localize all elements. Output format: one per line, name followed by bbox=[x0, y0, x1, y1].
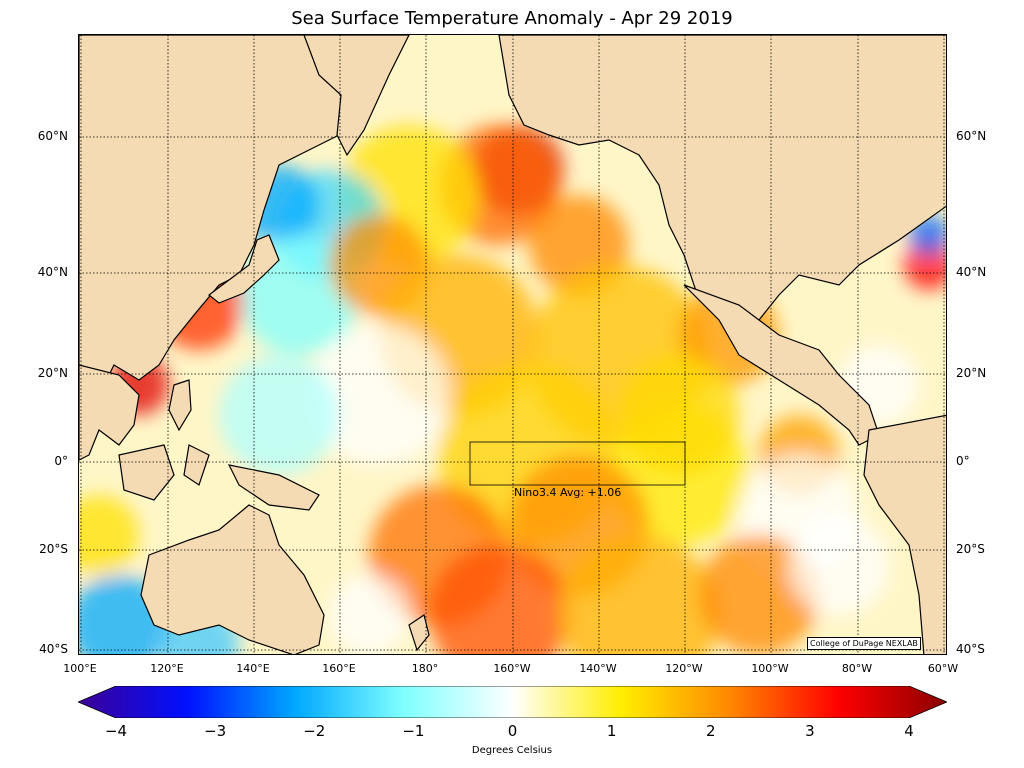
latitude-label-left: 40°N bbox=[37, 265, 68, 279]
latitude-label-right: 40°N bbox=[956, 265, 987, 279]
colorbar-tick-label: −1 bbox=[402, 722, 425, 740]
land-masses bbox=[79, 35, 946, 654]
longitude-label: 120°E bbox=[150, 662, 184, 675]
latitude-label-left: 20°S bbox=[39, 542, 68, 556]
borneo-indonesia bbox=[118, 444, 210, 501]
map-canvas bbox=[79, 35, 946, 654]
nino34-label: Nino3.4 Avg: +1.06 bbox=[514, 486, 622, 499]
longitude-label: 180° bbox=[411, 662, 439, 675]
latitude-label-right: 20°S bbox=[956, 542, 985, 556]
colorbar-tick-label: 4 bbox=[904, 722, 914, 740]
colorbar-tick-label: 0 bbox=[507, 722, 518, 740]
credit-label: College of DuPage NEXLAB bbox=[807, 637, 921, 650]
colorbar-tick-label: 1 bbox=[606, 722, 617, 740]
philippines bbox=[168, 379, 192, 432]
longitude-label: 160°E bbox=[322, 662, 356, 675]
southeast-asia bbox=[79, 364, 140, 461]
japan-islands bbox=[208, 234, 280, 304]
longitude-label: 100°W bbox=[751, 662, 789, 675]
longitude-label: 100°E bbox=[63, 662, 97, 675]
colorbar-tick-label: −4 bbox=[104, 722, 128, 740]
graticule bbox=[79, 35, 946, 654]
latitude-label-left: 0° bbox=[54, 454, 68, 468]
new-guinea bbox=[227, 464, 320, 511]
colorbar bbox=[78, 686, 947, 718]
colorbar-tick-label: 3 bbox=[805, 722, 815, 740]
latitude-label-right: 20°N bbox=[956, 366, 987, 380]
longitude-label: 60°W bbox=[927, 662, 959, 675]
new-zealand bbox=[408, 614, 430, 652]
australia bbox=[140, 504, 325, 654]
longitude-label: 120°W bbox=[665, 662, 703, 675]
longitude-label: 80°W bbox=[841, 662, 873, 675]
nino34-box bbox=[469, 441, 686, 486]
latitude-label-right: 0° bbox=[956, 454, 970, 468]
longitude-label: 140°E bbox=[236, 662, 270, 675]
latitude-label-left: 20°N bbox=[37, 366, 68, 380]
latitude-label-right: 40°S bbox=[956, 642, 985, 656]
south-america bbox=[863, 414, 946, 654]
colorbar-tick-label: 2 bbox=[705, 722, 716, 740]
map-title: Sea Surface Temperature Anomaly - Apr 29… bbox=[291, 8, 733, 29]
latitude-label-left: 60°N bbox=[37, 129, 68, 143]
colorbar-tick-label: −2 bbox=[303, 722, 326, 740]
colorbar-label: Degrees Celsius bbox=[471, 745, 553, 756]
latitude-label-right: 60°N bbox=[956, 129, 987, 143]
sst-anomaly-map[interactable] bbox=[78, 34, 947, 655]
latitude-label-left: 40°S bbox=[39, 642, 68, 656]
longitude-label: 140°W bbox=[579, 662, 617, 675]
longitude-label: 160°W bbox=[493, 662, 531, 675]
kamchatka bbox=[303, 35, 410, 157]
colorbar-tick-label: −3 bbox=[204, 722, 227, 740]
